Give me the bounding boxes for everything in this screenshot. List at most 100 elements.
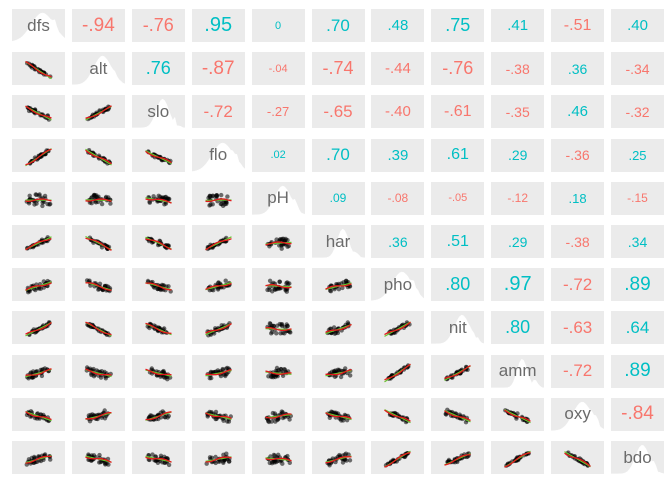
scatter-plot	[204, 409, 233, 424]
density-area	[12, 12, 65, 42]
scatter-panel	[251, 268, 305, 302]
data-point	[345, 452, 351, 457]
loess-fit-line	[324, 324, 352, 334]
data-point	[280, 331, 285, 336]
data-point	[284, 324, 289, 329]
data-point	[272, 458, 277, 464]
scatter-plot	[145, 322, 172, 336]
scatter-plot	[384, 408, 412, 425]
data-point	[92, 192, 97, 198]
density-curve	[611, 444, 664, 474]
data-point	[89, 372, 94, 377]
correlation-label: .29	[507, 233, 528, 250]
scatter-panel	[251, 225, 305, 258]
data-point	[151, 193, 156, 199]
data-point	[224, 194, 230, 199]
density-curve	[431, 315, 485, 345]
correlation-label: -.08	[387, 191, 409, 206]
data-point	[147, 199, 152, 204]
corr-panel: .51	[431, 225, 485, 258]
data-point	[214, 192, 219, 198]
loess-fit-line	[85, 198, 112, 202]
scatter-panel	[371, 354, 425, 388]
data-point	[218, 192, 224, 198]
data-point	[42, 193, 48, 198]
correlation-label: -.32	[625, 103, 650, 120]
scatter-panel	[191, 181, 245, 215]
scatter-plot	[84, 364, 113, 381]
data-point	[89, 453, 94, 458]
corr-panel: .89	[611, 268, 664, 302]
loess-fit-line	[504, 409, 532, 422]
density-area	[611, 444, 664, 474]
diag-panel-nit: nit	[431, 311, 485, 345]
correlation-label: .46	[567, 103, 589, 121]
variable-name: pH	[267, 188, 289, 208]
data-point	[41, 457, 46, 462]
loess-fit-line	[25, 238, 52, 251]
correlation-label: -.87	[201, 57, 235, 79]
scatter-panel	[251, 397, 305, 431]
corr-panel: .64	[611, 311, 664, 345]
data-point	[223, 278, 228, 284]
corr-panel: -.61	[431, 95, 485, 129]
loess-fit-line	[204, 238, 232, 251]
scatter-panel	[191, 225, 245, 258]
variable-name: amm	[498, 361, 537, 381]
density-curve	[71, 55, 125, 86]
loess-fit-line	[384, 321, 412, 336]
scatter-plot	[25, 365, 52, 381]
data-point	[329, 409, 334, 415]
correlation-label: -.12	[507, 191, 529, 206]
data-point	[328, 289, 333, 294]
loess-fit-line	[25, 367, 52, 376]
data-point	[166, 284, 171, 289]
scatter-panel	[251, 354, 305, 388]
scatter-panel	[131, 181, 185, 215]
data-point	[87, 418, 93, 424]
diag-panel-alt: alt	[71, 52, 125, 86]
data-point	[277, 322, 282, 327]
corr-panel: -.27	[251, 95, 305, 129]
loess-fit-line	[25, 410, 52, 420]
scatter-plot	[204, 235, 232, 252]
loess-fit-line	[324, 456, 352, 464]
corr-panel: .70	[311, 9, 365, 42]
scatter-panel	[431, 397, 485, 431]
corr-panel: .75	[431, 9, 485, 42]
scatter-plot	[205, 192, 232, 208]
corr-panel: -.04	[251, 52, 305, 86]
loess-fit-line	[264, 284, 292, 289]
data-point	[332, 331, 337, 337]
correlation-label: .51	[446, 232, 469, 250]
scatter-panel	[71, 354, 125, 388]
scatter-panel	[131, 225, 185, 258]
scatter-plot	[25, 235, 52, 251]
data-point	[464, 419, 469, 425]
scatter-panel	[71, 268, 125, 302]
scatter-panel	[551, 441, 605, 474]
density-curve	[131, 99, 185, 129]
scatter-panel	[251, 311, 305, 345]
scatter-plot	[324, 365, 352, 379]
loess-fit-line	[564, 452, 592, 467]
diag-panel-amm: amm	[491, 354, 545, 388]
correlation-label: .39	[387, 146, 409, 164]
corr-panel: -.84	[611, 397, 664, 431]
data-point	[99, 201, 105, 207]
corr-panel: -.38	[551, 225, 605, 258]
data-point	[204, 461, 209, 466]
data-point	[166, 413, 171, 418]
variable-name: har	[325, 231, 351, 251]
loess-fit-line	[85, 282, 112, 292]
corr-panel: .89	[611, 354, 664, 388]
data-point	[99, 368, 104, 373]
variable-name: pho	[383, 274, 413, 294]
corr-panel: -.12	[491, 181, 545, 215]
loess-fit-line	[145, 282, 172, 291]
corr-panel: -.35	[491, 95, 545, 129]
correlation-label: -.15	[627, 191, 648, 206]
scatter-panel	[131, 441, 185, 474]
scatter-plot	[264, 365, 292, 379]
corr-panel: .41	[491, 9, 545, 42]
